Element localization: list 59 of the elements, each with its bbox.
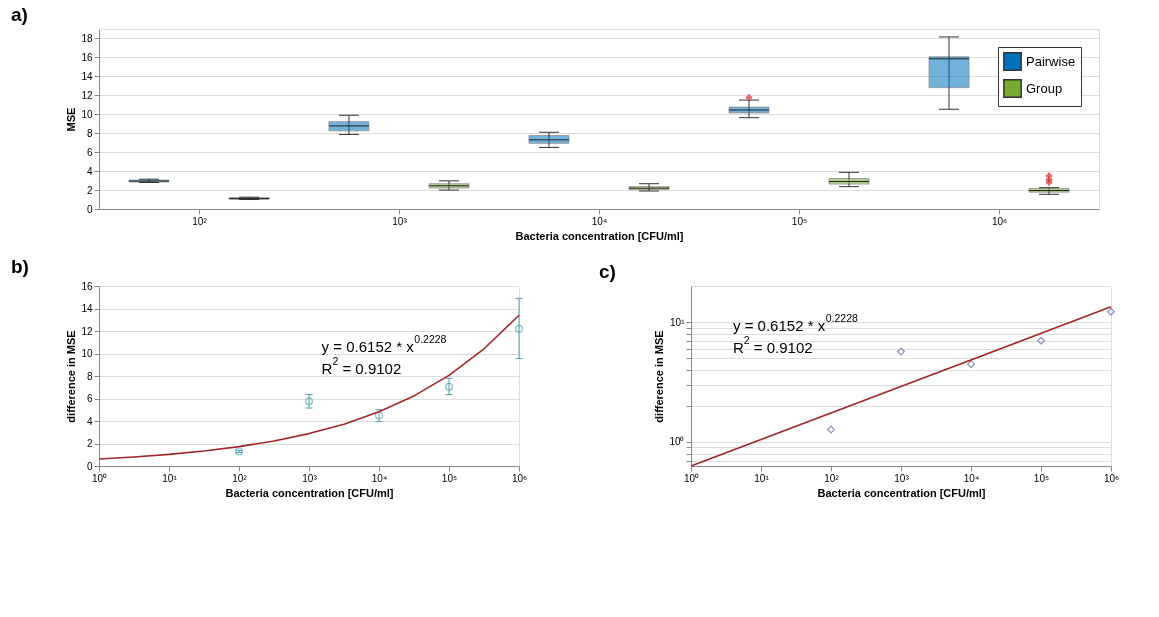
x-tick-label: 10⁶ <box>511 472 528 484</box>
point <box>305 397 313 406</box>
x-tick-label: 10⁵ <box>441 472 458 484</box>
legend-label: Pairwise <box>1026 53 1076 69</box>
y-tick-label: 16 <box>81 280 93 292</box>
y-tick-label: 16 <box>81 51 93 63</box>
point <box>235 447 243 456</box>
x-tick-label: 10⁶ <box>991 215 1008 227</box>
x-tick-label: 10⁰ <box>683 472 700 484</box>
x-tick-label: 10¹ <box>162 472 178 484</box>
x-tick-label: 10¹ <box>754 472 770 484</box>
x-axis-title: Bacteria concentration [CFU/ml] <box>817 486 986 499</box>
y-tick-label: 12 <box>81 89 93 101</box>
x-tick-label: 10³ <box>392 215 408 227</box>
x-tick-label: 10⁴ <box>591 215 608 227</box>
y-tick-label: 6 <box>86 393 93 404</box>
chart-title: c) <box>598 261 616 282</box>
y-tick-label: 4 <box>86 165 93 177</box>
y-axis-title: MSE <box>65 107 78 132</box>
x-tick-label: 10² <box>232 472 248 484</box>
point <box>515 324 523 333</box>
y-tick-label: 10 <box>81 108 93 120</box>
y-axis-title: difference in MSE <box>65 330 78 423</box>
x-tick-label: 10² <box>824 472 840 484</box>
line-series <box>98 314 520 460</box>
x-tick-label: 10⁵ <box>1033 472 1050 484</box>
x-tick-label: 10³ <box>302 472 318 484</box>
point <box>1107 307 1115 316</box>
point <box>827 425 835 434</box>
chart-title: a) <box>10 4 28 25</box>
y-tick-label: 8 <box>86 370 93 382</box>
x-tick-label: 10⁶ <box>1103 472 1120 484</box>
x-axis-title: Bacteria concentration [CFU/ml] <box>225 486 394 499</box>
x-axis-title: Bacteria concentration [CFU/ml] <box>515 229 684 242</box>
y-tick-label: 14 <box>81 303 93 314</box>
x-tick-label: 10⁴ <box>371 472 388 484</box>
y-tick-label: 8 <box>86 127 93 139</box>
y-tick-label: 4 <box>86 415 93 427</box>
point <box>1037 336 1045 345</box>
y-tick-label: 0 <box>86 203 93 215</box>
x-tick-label: 10³ <box>894 472 910 484</box>
point <box>445 382 453 391</box>
legend-label: Group <box>1026 80 1063 96</box>
point <box>375 411 383 420</box>
y-tick-label: 10 <box>81 348 93 359</box>
y-tick-label: 6 <box>86 146 93 158</box>
point <box>897 347 905 356</box>
x-tick-label: 10⁴ <box>963 472 980 484</box>
y-axis-title: difference in MSE <box>653 330 666 423</box>
y-tick-label: 2 <box>86 438 93 449</box>
y-tick-label: 0 <box>86 460 93 472</box>
y-tick-label: 2 <box>86 184 93 196</box>
x-tick-label: 10² <box>192 215 208 227</box>
y-tick-label: 12 <box>81 325 93 337</box>
x-tick-label: 10⁵ <box>791 215 808 227</box>
y-tick-label: 18 <box>81 32 93 44</box>
y-tick-label: 14 <box>81 70 93 82</box>
point <box>967 360 975 369</box>
chart-title: b) <box>10 256 29 277</box>
